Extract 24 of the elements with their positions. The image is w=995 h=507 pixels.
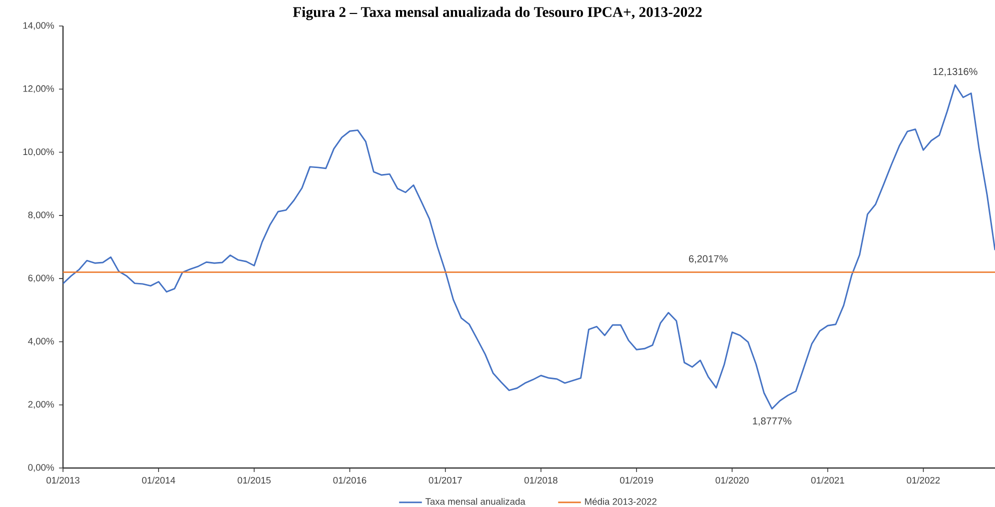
legend-label: Média 2013-2022 xyxy=(585,498,656,505)
x-tick-label: 01/2017 xyxy=(428,476,462,484)
chart-title: Figura 2 – Taxa mensal anualizada do Tesouro IPCA+, 2013-2022 xyxy=(292,6,702,20)
x-tick-label: 01/2016 xyxy=(333,476,366,484)
x-tick-label: 01/2021 xyxy=(811,476,844,484)
x-tick-label: 01/2019 xyxy=(620,476,653,484)
y-tick-label: 10,00% xyxy=(23,148,54,156)
y-tick-label: 4,00% xyxy=(28,338,54,346)
annotation: 6,2017% xyxy=(689,255,728,264)
annotation: 1,8777% xyxy=(752,417,792,426)
x-tick-label: 01/2013 xyxy=(46,476,80,484)
legend-label: Taxa mensal anualizada xyxy=(425,498,526,505)
x-tick-label: 01/2014 xyxy=(142,476,176,484)
x-tick-label: 01/2018 xyxy=(524,476,558,484)
x-tick-label: 01/2015 xyxy=(238,476,271,484)
x-tick-label: 01/2022 xyxy=(906,476,940,484)
y-tick-label: 6,00% xyxy=(28,274,54,282)
y-tick-label: 8,00% xyxy=(28,212,54,220)
y-tick-label: 14,00% xyxy=(23,22,54,30)
y-tick-label: 2,00% xyxy=(28,401,54,409)
y-tick-label: 12,00% xyxy=(23,85,54,93)
y-tick-label: 0,00% xyxy=(28,464,54,472)
x-tick-label: 01/2020 xyxy=(716,476,749,484)
annotation: 12,1316% xyxy=(933,68,978,76)
